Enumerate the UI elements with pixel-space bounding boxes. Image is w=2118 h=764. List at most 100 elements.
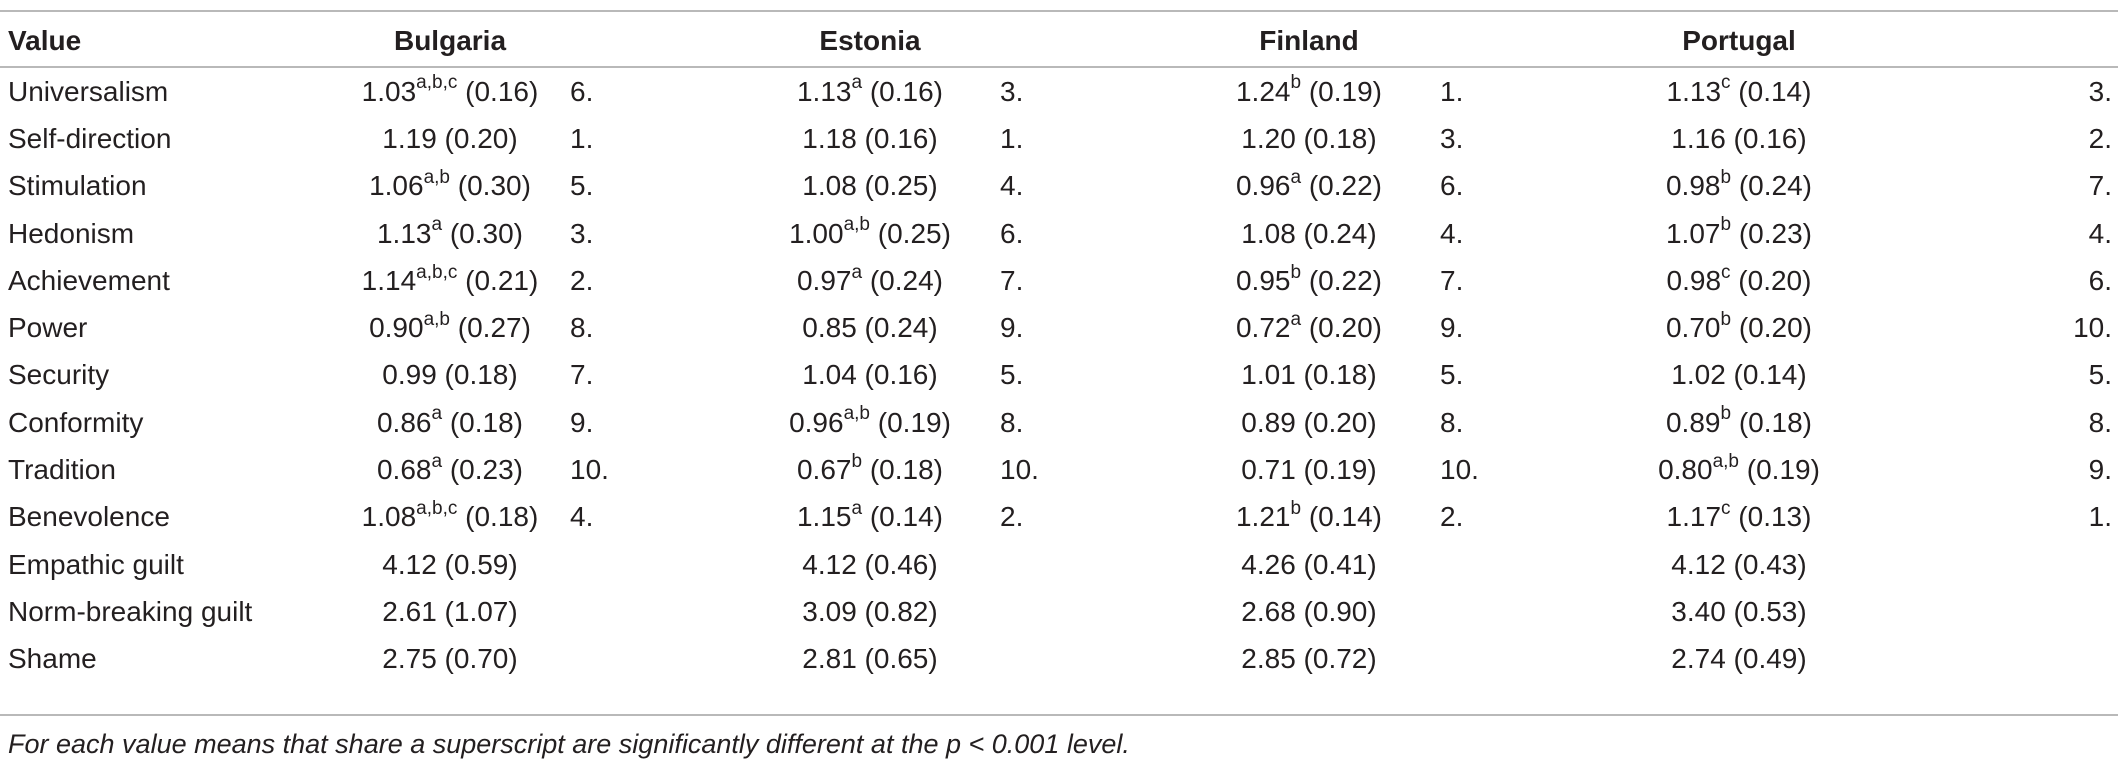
- sd-value: (0.25): [856, 170, 938, 202]
- mean-sd-cell: 0.97a (0.24): [740, 257, 1000, 304]
- mean-sd-cell: 1.06a,b (0.30): [330, 163, 570, 210]
- mean-value: 0.99: [382, 359, 437, 391]
- sd-value: (0.30): [442, 217, 523, 249]
- mean-sd-cell: 1.07b (0.23): [1610, 210, 1868, 257]
- mean-sd-cell: 1.16 (0.16): [1610, 115, 1868, 162]
- mean-sd-cell: 1.08 (0.24): [1178, 210, 1440, 257]
- mean-value: 2.61: [382, 595, 437, 627]
- mean-sd-cell: 0.89 (0.20): [1178, 399, 1440, 446]
- mean-sd-cell: 2.68 (0.90): [1178, 588, 1440, 635]
- rank-cell: [1000, 588, 1178, 635]
- top-rule: [0, 10, 2118, 12]
- row-label: Benevolence: [8, 501, 170, 533]
- mean-sd-cell: 2.74 (0.49): [1610, 636, 1868, 683]
- mean-value: 0.96: [1235, 170, 1291, 202]
- mean-sd-cell: 2.81 (0.65): [740, 636, 1000, 683]
- mean-sd-cell: 1.13a (0.16): [740, 68, 1000, 115]
- header-country: Estonia: [819, 24, 921, 56]
- mean-value: 0.98: [1666, 264, 1722, 296]
- rank-cell: 6.: [1000, 217, 1024, 249]
- table-row: Universalism 1.03a,b,c (0.16) 6. 1.13a (0.1…: [0, 68, 2118, 115]
- mean-value: 0.95: [1235, 264, 1291, 296]
- mean-value: 1.18: [802, 122, 857, 154]
- mean-sd-cell: 4.26 (0.41): [1178, 541, 1440, 588]
- rank-cell: [570, 541, 740, 588]
- header-country: Bulgaria: [393, 24, 507, 56]
- rank-cell: 9.: [570, 406, 594, 438]
- significance-superscript: a: [1290, 308, 1302, 330]
- rank-cell: 9.: [1440, 312, 1464, 344]
- rank-cell: [1440, 541, 1610, 588]
- mean-sd-cell: 2.85 (0.72): [1178, 636, 1440, 683]
- mean-sd-cell: 4.12 (0.59): [330, 541, 570, 588]
- significance-superscript: b: [1290, 497, 1302, 519]
- mean-value: 0.72: [1235, 312, 1291, 344]
- mean-sd-cell: 3.40 (0.53): [1610, 588, 1868, 635]
- rank-cell: 10.: [1440, 454, 1479, 486]
- rank-cell: 8.: [2088, 406, 2112, 438]
- rank-cell: 1.: [1440, 75, 1464, 107]
- rank-cell: 3.: [2088, 75, 2112, 107]
- mean-value: 0.85: [802, 312, 857, 344]
- sd-value: (0.19): [1738, 454, 1820, 486]
- row-label: Conformity: [8, 406, 144, 438]
- row-label: Achievement: [8, 264, 170, 296]
- table-footnote: For each value means that share a supers…: [8, 729, 1130, 759]
- mean-sd-cell: 0.86a (0.18): [330, 399, 570, 446]
- sd-value: (0.24): [1731, 170, 1812, 202]
- rank-cell: 3.: [1000, 75, 1024, 107]
- mean-value: 0.89: [1665, 406, 1721, 438]
- mean-value: 1.17: [1666, 501, 1722, 533]
- mean-sd-cell: 2.75 (0.70): [330, 636, 570, 683]
- mean-sd-cell: 0.71 (0.19): [1178, 446, 1440, 493]
- sd-value: (0.24): [856, 312, 938, 344]
- mean-value: 2.75: [382, 643, 437, 675]
- mean-sd-cell: 1.08 (0.25): [740, 163, 1000, 210]
- mean-value: 1.20: [1241, 122, 1296, 154]
- rank-cell: 7.: [1000, 264, 1024, 296]
- sd-value: (0.16): [457, 75, 539, 107]
- mean-value: 1.06: [369, 170, 424, 202]
- mean-value: 1.16: [1671, 122, 1726, 154]
- table-row: Self-direction 1.19 (0.20) 1. 1.18 (0.16) 1.…: [0, 115, 2118, 162]
- table-row: Power 0.90a,b (0.27) 8. 0.85 (0.24) 9. 0.72a …: [0, 304, 2118, 351]
- mean-sd-cell: 4.12 (0.43): [1610, 541, 1868, 588]
- sd-value: (0.24): [1295, 217, 1377, 249]
- rank-cell: 9.: [1000, 312, 1024, 344]
- sd-value: (0.16): [862, 75, 943, 107]
- header-row: Value Bulgaria Estonia Finland Portugal: [0, 13, 2118, 68]
- sd-value: (0.90): [1295, 595, 1377, 627]
- rank-cell: 8.: [570, 312, 594, 344]
- sd-value: (0.14): [862, 501, 943, 533]
- row-label: Shame: [8, 643, 97, 675]
- significance-superscript: a,b: [423, 166, 450, 188]
- rank-cell: [1868, 636, 2118, 683]
- significance-superscript: a: [851, 497, 863, 519]
- significance-superscript: c: [1721, 497, 1731, 519]
- significance-superscript: b: [1720, 308, 1732, 330]
- significance-superscript: a,b: [843, 214, 870, 236]
- rank-cell: [570, 636, 740, 683]
- rank-cell: [570, 588, 740, 635]
- significance-superscript: b: [851, 450, 863, 472]
- row-label: Stimulation: [8, 170, 147, 202]
- rank-cell: 5.: [1000, 359, 1024, 391]
- mean-value: 0.70: [1665, 312, 1721, 344]
- sd-value: (0.18): [1295, 122, 1377, 154]
- mean-value: 1.19: [382, 122, 437, 154]
- mean-value: 4.12: [1671, 548, 1726, 580]
- sd-value: (1.07): [436, 595, 518, 627]
- rank-cell: 7.: [1440, 264, 1464, 296]
- table-row: Security 0.99 (0.18) 7. 1.04 (0.16) 5. 1.01 (…: [0, 352, 2118, 399]
- table-row: Achievement 1.14a,b,c (0.21) 2. 0.97a (0.24…: [0, 257, 2118, 304]
- significance-superscript: a: [431, 403, 443, 425]
- mean-value: 2.68: [1241, 595, 1296, 627]
- row-label: Power: [8, 312, 88, 344]
- rank-cell: [1868, 541, 2118, 588]
- sd-value: (0.19): [1301, 75, 1382, 107]
- mean-sd-cell: 0.70b (0.20): [1610, 304, 1868, 351]
- mean-value: 2.85: [1241, 643, 1296, 675]
- sd-value: (0.19): [1295, 454, 1377, 486]
- rank-cell: 4.: [570, 501, 594, 533]
